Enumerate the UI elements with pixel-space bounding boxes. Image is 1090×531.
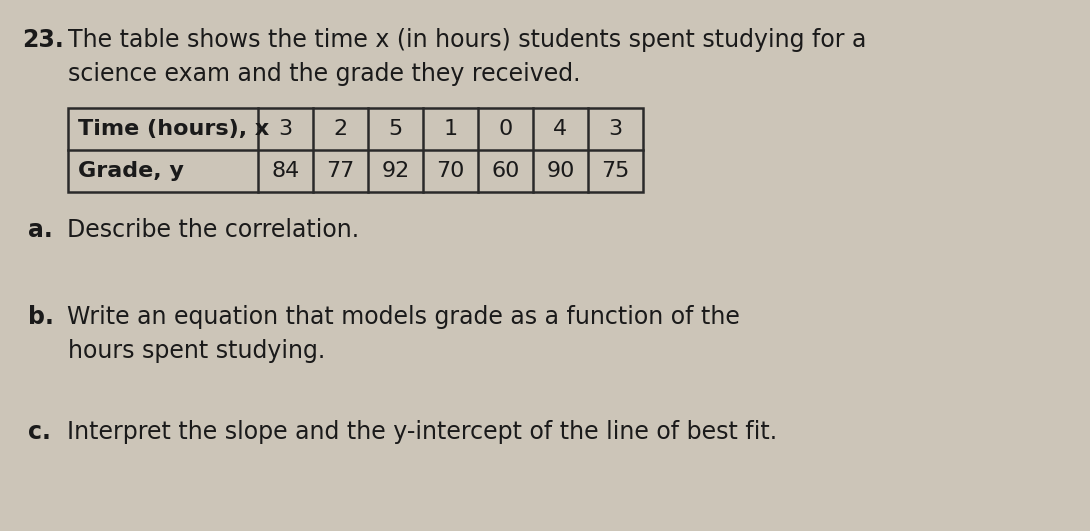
Bar — [68, 108, 643, 192]
Text: c.: c. — [28, 420, 51, 444]
Text: 3: 3 — [278, 119, 292, 139]
Text: Time (hours), x: Time (hours), x — [78, 119, 269, 139]
Text: Write an equation that models grade as a function of the: Write an equation that models grade as a… — [52, 305, 740, 329]
Text: 23.: 23. — [22, 28, 63, 52]
Text: 60: 60 — [492, 161, 520, 181]
Text: b.: b. — [28, 305, 53, 329]
Text: 75: 75 — [602, 161, 630, 181]
Text: 5: 5 — [388, 119, 402, 139]
Text: 92: 92 — [382, 161, 410, 181]
Text: a.: a. — [28, 218, 52, 242]
Text: 84: 84 — [271, 161, 300, 181]
Text: 3: 3 — [608, 119, 622, 139]
Text: The table shows the time x (in hours) students spent studying for a: The table shows the time x (in hours) st… — [68, 28, 867, 52]
Text: 0: 0 — [498, 119, 512, 139]
Text: Grade, y: Grade, y — [78, 161, 184, 181]
Text: Describe the correlation.: Describe the correlation. — [52, 218, 359, 242]
Text: 2: 2 — [334, 119, 348, 139]
Text: 70: 70 — [436, 161, 464, 181]
Text: 1: 1 — [444, 119, 458, 139]
Text: 77: 77 — [326, 161, 354, 181]
Text: hours spent studying.: hours spent studying. — [68, 339, 325, 363]
Text: 4: 4 — [554, 119, 568, 139]
Text: science exam and the grade they received.: science exam and the grade they received… — [68, 62, 581, 86]
Text: 90: 90 — [546, 161, 574, 181]
Text: Interpret the slope and the y-intercept of the line of best fit.: Interpret the slope and the y-intercept … — [52, 420, 777, 444]
